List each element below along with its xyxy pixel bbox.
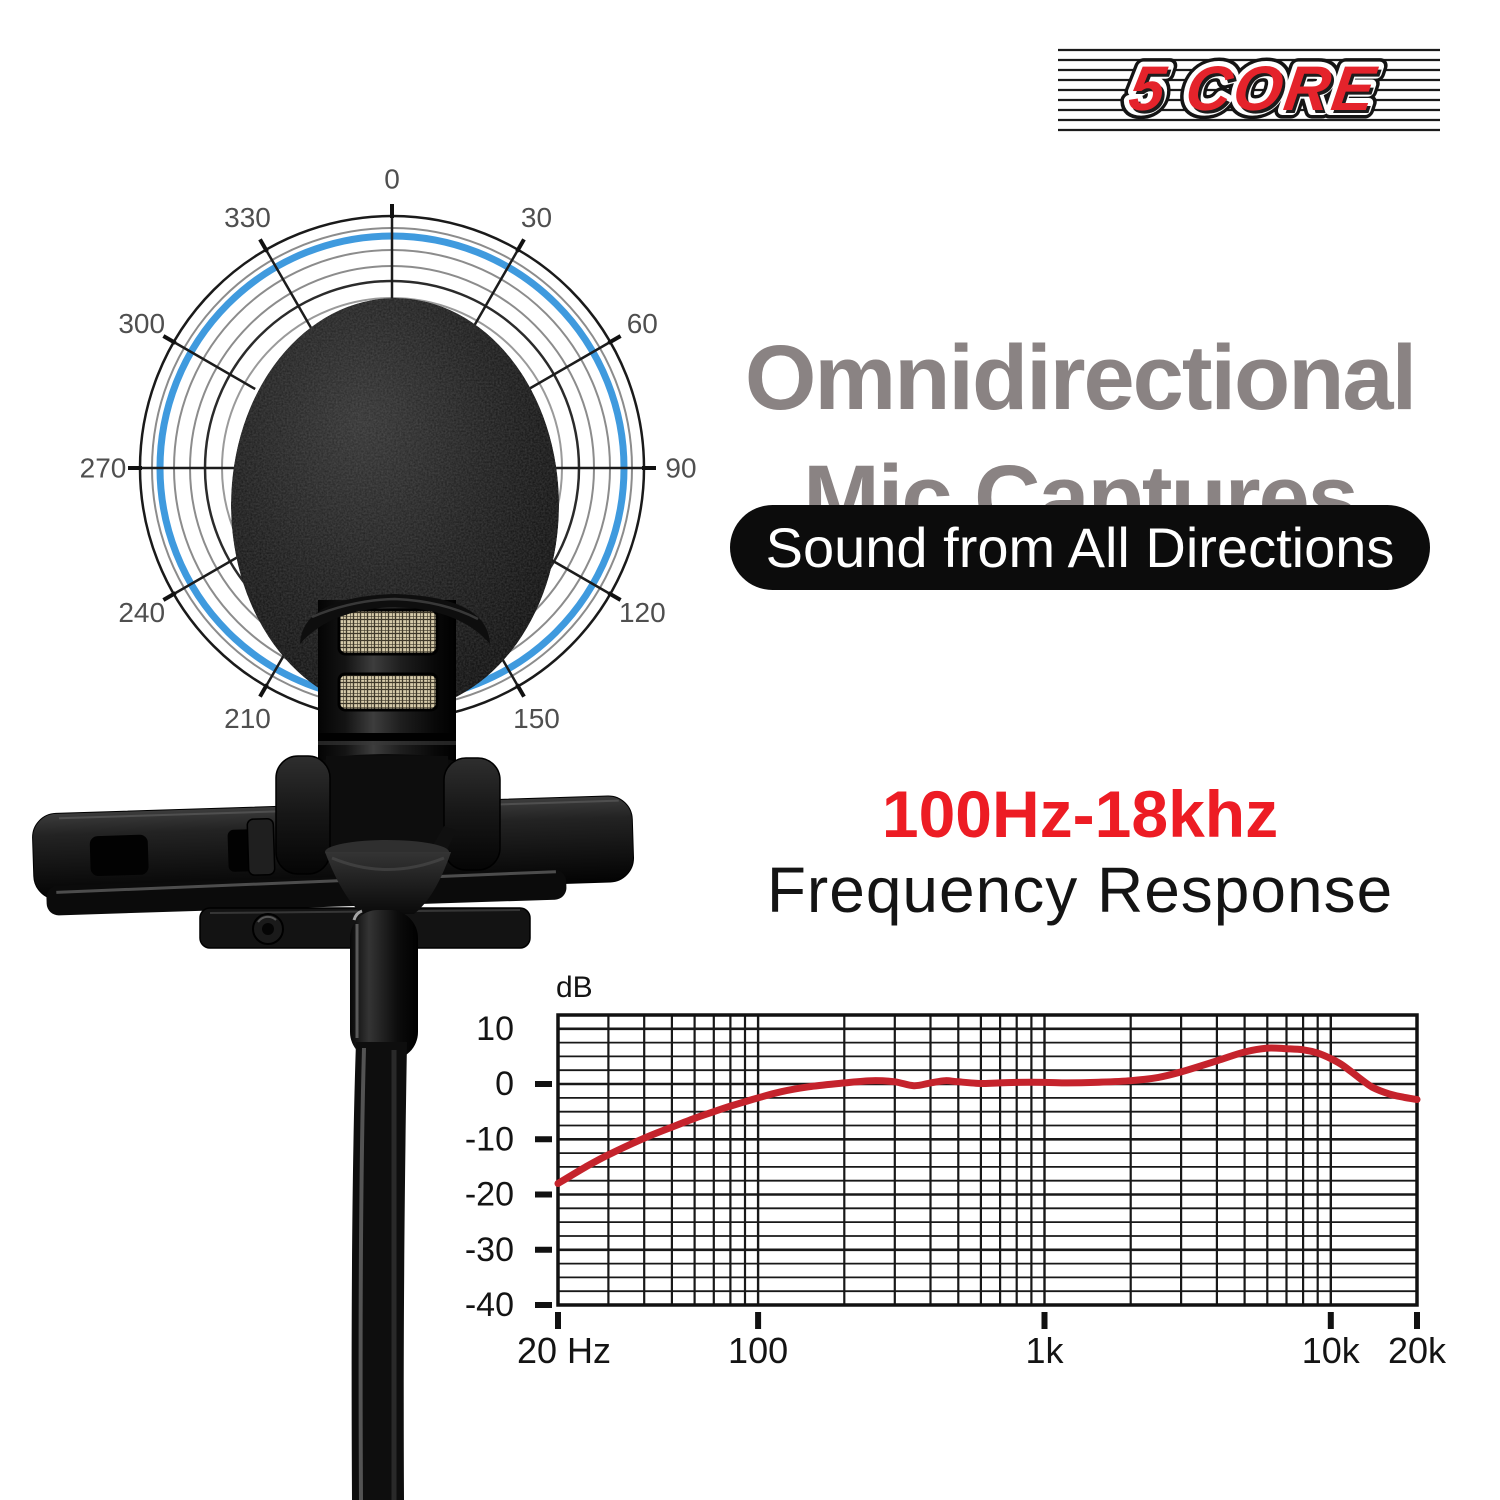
x-tick-label: 20 Hz (517, 1330, 611, 1371)
microphone-photo (32, 298, 635, 1500)
polar-tick (258, 683, 269, 698)
polar-angle-label: 90 (665, 453, 696, 484)
polar-spoke (173, 340, 256, 391)
polar-tick (162, 334, 177, 345)
polar-tick (515, 683, 526, 698)
clip-hole (89, 834, 149, 877)
y-tick-label: -20 (465, 1176, 514, 1214)
y-tick-label: 0 (495, 1065, 514, 1103)
x-tick-label: 100 (728, 1330, 788, 1371)
spec-value: 100Hz-18khz (881, 777, 1279, 851)
plot-border (556, 1013, 1419, 1307)
headline-line1: Omnidirectional (744, 327, 1417, 429)
polar-angle-label: 30 (521, 202, 552, 233)
logo-text-outline: 5 CORE (1125, 54, 1381, 124)
polar-tick (162, 591, 177, 602)
spec-label: Frequency Response (766, 854, 1394, 926)
polar-angle-label: 120 (619, 597, 666, 628)
brand-logo-svg: 5 CORE 5 CORE 5 CORE 5 CORE (1058, 46, 1440, 132)
logo-text-sticker: 5 CORE (1125, 54, 1381, 124)
polar-angle-label: 330 (224, 202, 271, 233)
response-curve (554, 1044, 1421, 1187)
brand-logo: 5 CORE 5 CORE 5 CORE 5 CORE (1048, 40, 1448, 135)
y-tick-label: -10 (465, 1120, 514, 1158)
x-tick-label: 10k (1302, 1330, 1361, 1371)
polar-angle-label: 150 (513, 703, 560, 734)
logo-pinstripes (1058, 48, 1440, 132)
polar-spoke (469, 249, 520, 332)
logo-text-shadow: 5 CORE (1128, 57, 1384, 127)
badge-pill: Sound from All Directions (729, 505, 1431, 590)
polar-spoke (528, 340, 611, 391)
x-tick-label: 1k (1025, 1330, 1064, 1371)
polar-spoke (264, 249, 315, 332)
strain-relief-and-cable (325, 840, 451, 1500)
polar-angle-label: 240 (118, 597, 165, 628)
badge-text: Sound from All Directions (765, 516, 1395, 579)
polar-angle-label: 0 (384, 164, 400, 195)
mesh-window-lower (337, 672, 439, 712)
clip-collar (275, 755, 501, 875)
logo-text: 5 CORE (1125, 54, 1381, 124)
y-tick-label: -40 (465, 1286, 514, 1324)
mesh-window-upper (337, 608, 439, 656)
badge-pill-wrap: Sound from All Directions (710, 505, 1450, 590)
x-tick-label: 20k (1388, 1330, 1447, 1371)
polar-angle-label: 60 (627, 308, 658, 339)
spec-block: 100Hz-18khz Frequency Response (710, 780, 1450, 922)
y-axis-unit-label: dB (556, 971, 593, 1004)
mic-capsule (300, 594, 490, 774)
polar-angle-label: 270 (80, 453, 127, 484)
polar-angle-label: 300 (118, 308, 165, 339)
polar-tick (258, 238, 269, 253)
polar-tick (607, 334, 622, 345)
y-tick-label: -30 (465, 1231, 514, 1269)
polar-tick (607, 591, 622, 602)
polar-tick (515, 238, 526, 253)
polar-angle-label: 210 (224, 703, 271, 734)
y-tick-label: 10 (476, 1010, 514, 1048)
